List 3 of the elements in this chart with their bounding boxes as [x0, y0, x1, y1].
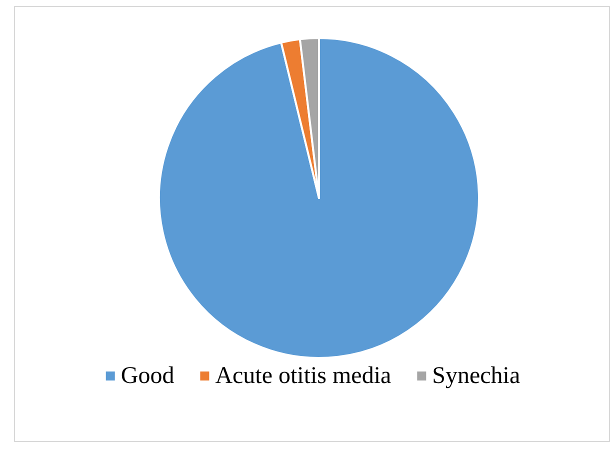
legend-label: Acute otitis media [215, 363, 392, 389]
legend-label: Good [120, 363, 174, 389]
legend-label: Synechia [432, 363, 520, 389]
